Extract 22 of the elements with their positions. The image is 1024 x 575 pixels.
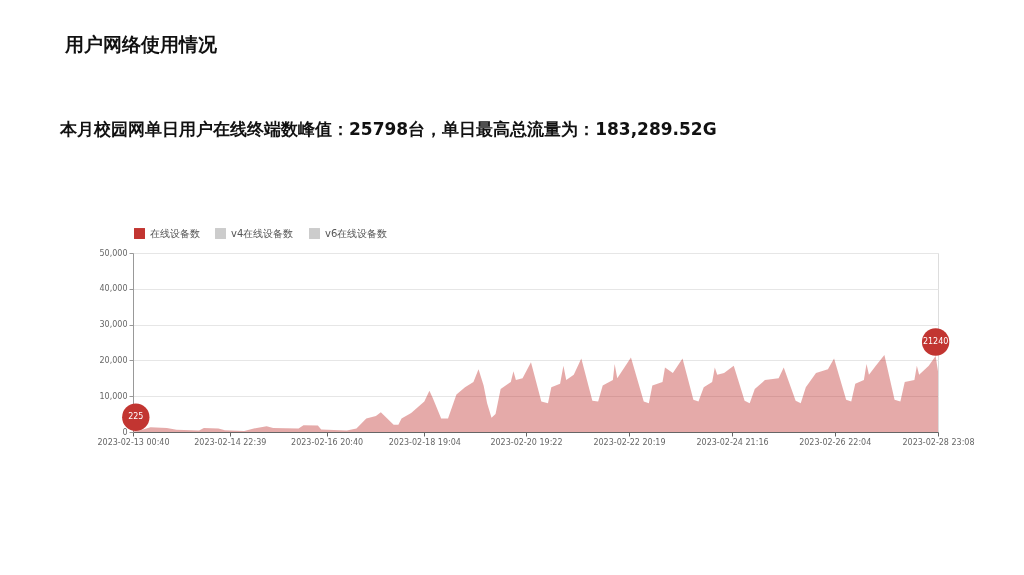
y-tick-label: 50,000 — [99, 248, 128, 258]
annotation: 21240 — [922, 336, 949, 346]
y-tick-label: 20,000 — [99, 355, 128, 365]
chart-title: 用户网络使用情况 — [64, 33, 218, 55]
x-tick-label: 2023-02-22 20:19 — [593, 437, 666, 447]
x-tick-label: 2023-02-26 22:04 — [799, 437, 872, 447]
legend-label: 在线设备数 — [150, 227, 200, 239]
x-tick-label: 2023-02-24 21:16 — [696, 437, 769, 447]
chart-subtitle: 本月校园网单日用户在线终端数峰值：25798台，单日最高总流量为：183,289.52G — [59, 119, 717, 139]
x-tick-label: 2023-02-18 19:04 — [388, 437, 461, 447]
x-tick-label: 2023-02-16 20:40 — [291, 437, 364, 447]
x-tick-label: 2023-02-28 23:08 — [902, 437, 975, 447]
x-tick-label: 2023-02-13 00:40 — [97, 437, 170, 447]
y-tick-label: 30,000 — [99, 320, 128, 330]
y-tick-label: 0 — [122, 427, 128, 437]
annotation: 225 — [128, 412, 144, 422]
y-tick-label: 40,000 — [99, 284, 128, 294]
x-tick-label: 2023-02-14 22:39 — [194, 437, 267, 447]
legend-label: v6在线设备数 — [325, 227, 388, 239]
legend-label: v4在线设备数 — [231, 227, 294, 239]
x-tick-label: 2023-02-20 19:22 — [490, 437, 563, 447]
y-tick-label: 10,000 — [99, 391, 128, 401]
